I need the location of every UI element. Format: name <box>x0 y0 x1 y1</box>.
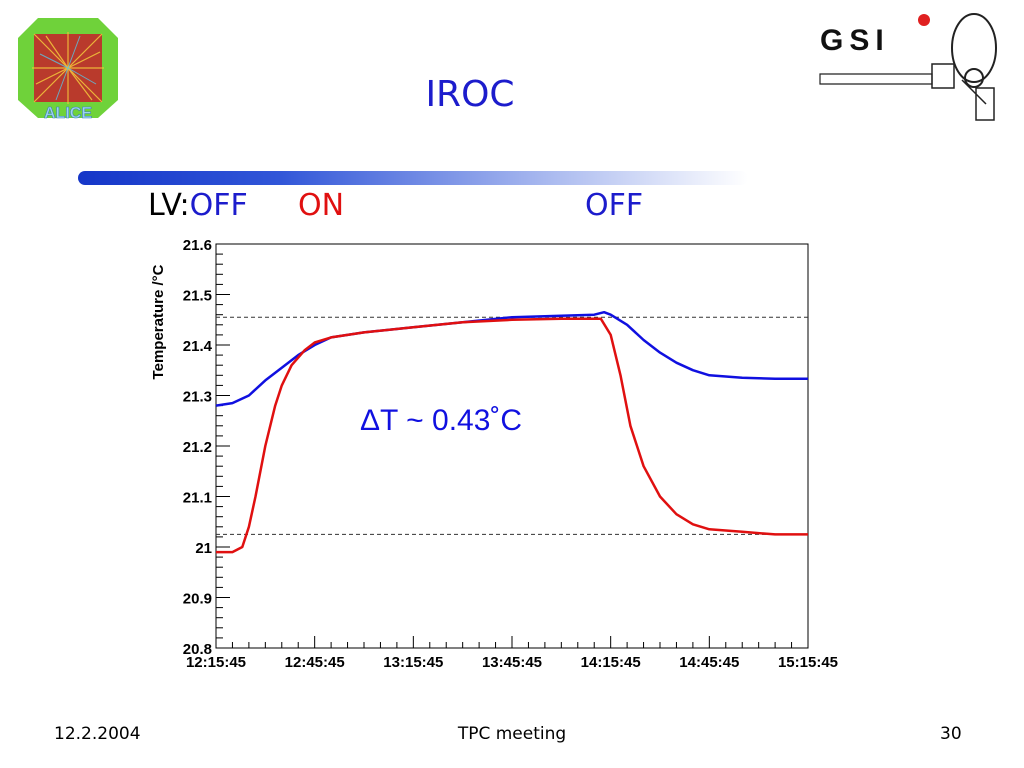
footer-page-number: 30 <box>940 724 962 744</box>
y-tick-label: 20.8 <box>183 641 212 658</box>
x-tick-label: 14:15:45 <box>581 654 641 671</box>
series-line-blue <box>215 310 808 407</box>
footer-date: 12.2.2004 <box>54 724 141 744</box>
y-tick-label: 21.5 <box>183 288 212 305</box>
x-tick-label: 12:15:45 <box>186 654 246 671</box>
plot-frame <box>215 243 809 649</box>
lv-state-off-2: OFF <box>585 188 644 223</box>
delta-t-annotation: ΔT ~ 0.43˚C <box>360 404 522 437</box>
lv-state-on: ON <box>298 188 345 223</box>
x-tick-label: 13:15:45 <box>383 654 443 671</box>
x-tick-label: 12:45:45 <box>285 654 345 671</box>
gsi-logo: GSI <box>819 13 997 121</box>
y-tick-label: 21.4 <box>183 338 213 355</box>
alice-logo-text: ALICE <box>44 105 92 122</box>
y-axis-label: Temperature /°C <box>150 264 167 379</box>
footer-center: TPC meeting <box>457 724 567 744</box>
lv-state-off-1: OFF <box>189 188 248 223</box>
slide-title: IROC <box>425 74 515 115</box>
series-line-red <box>216 317 808 554</box>
x-tick-label: 13:45:45 <box>482 654 542 671</box>
x-tick-label: 14:45:45 <box>679 654 739 671</box>
y-tick-label: 21.2 <box>183 439 212 456</box>
title-divider <box>78 171 748 185</box>
lv-status: LV:OFF <box>148 188 248 223</box>
y-tick-label: 21.1 <box>183 490 212 507</box>
x-tick-label: 15:15:45 <box>778 654 838 671</box>
y-tick-label: 20.9 <box>183 591 212 608</box>
y-tick-label: 21 <box>195 540 212 557</box>
y-tick-label: 21.3 <box>183 389 212 406</box>
gsi-logo-text: GSI <box>820 24 890 57</box>
alice-logo: ALICE <box>18 18 118 122</box>
lv-prefix: LV: <box>148 188 190 223</box>
y-tick-label: 21.6 <box>183 237 212 254</box>
